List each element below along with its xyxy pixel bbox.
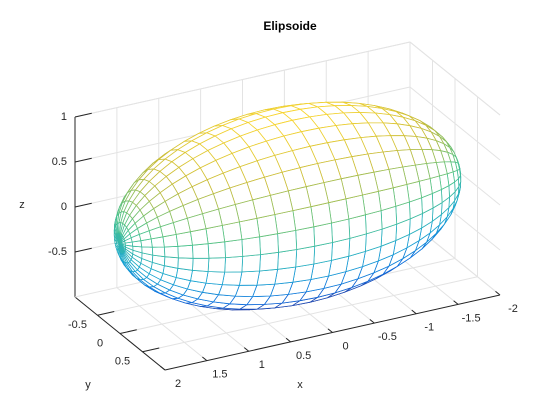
tick-mark: [202, 356, 208, 362]
x-tick-label: 0: [342, 340, 348, 352]
tick-mark: [327, 328, 333, 333]
grid-line: [409, 86, 501, 161]
tick-mark: [74, 202, 92, 208]
z-axis-label: z: [19, 199, 25, 211]
tick-mark: [453, 300, 459, 305]
y-tick-label: 0.5: [115, 356, 130, 368]
mesh-cell: [345, 194, 366, 220]
box-edge: [409, 41, 501, 116]
mesh-cell: [259, 233, 279, 256]
x-tick-label: 0.5: [296, 350, 311, 362]
z-tick-label: -0.5: [48, 246, 67, 258]
x-tick-label: -1: [424, 322, 434, 334]
mesh-cell: [192, 243, 210, 259]
tick-mark: [119, 329, 137, 334]
tick-mark: [495, 290, 501, 296]
mesh-cell: [190, 269, 209, 284]
tick-mark: [285, 337, 291, 343]
mesh-cell: [207, 241, 226, 259]
mesh-cell: [151, 246, 166, 258]
z-tick-label: 0: [61, 201, 67, 213]
x-tick-label: 1: [259, 359, 265, 371]
x-tick-label: -1.5: [462, 312, 481, 324]
tick-mark: [369, 319, 375, 324]
x-tick-label: -2: [508, 303, 518, 315]
x-tick-label: -0.5: [378, 331, 397, 343]
box-edge: [74, 41, 411, 118]
y-tick-label: -0.5: [68, 319, 87, 331]
tick-mark: [74, 247, 92, 253]
tick-mark: [411, 309, 417, 315]
z-tick-label: 0.5: [52, 156, 67, 168]
tick-mark: [142, 347, 160, 353]
mesh-cell: [238, 270, 261, 286]
tick-mark: [160, 365, 166, 371]
tick-mark: [243, 347, 250, 352]
x-axis-label: x: [297, 379, 303, 391]
mesh-cell: [362, 190, 382, 216]
mesh-cell: [328, 198, 350, 224]
chart-title: Elipsoide: [263, 19, 317, 33]
tick-mark: [97, 311, 115, 316]
x-tick-label: 1.5: [212, 369, 227, 381]
mesh-cell: [221, 271, 243, 286]
y-tick-label: 0: [97, 337, 103, 349]
x-tick-label: 2: [175, 378, 181, 390]
mesh-cell: [277, 249, 298, 270]
y-axis-label: y: [85, 379, 91, 391]
mesh-cell: [224, 255, 244, 273]
mesh-cell: [177, 257, 194, 271]
mesh-cell: [259, 251, 279, 272]
tick-mark: [74, 112, 92, 118]
mesh-cell: [186, 213, 207, 233]
mesh-cell: [224, 239, 244, 259]
mesh-cell: [205, 271, 226, 286]
mesh-cell: [256, 268, 279, 286]
mesh-cell: [163, 245, 179, 259]
mesh-cell: [277, 229, 298, 253]
mesh-cell: [241, 236, 261, 257]
mesh-cell: [177, 244, 194, 259]
z-tick-label: 1: [61, 111, 67, 123]
mesh-cell: [192, 257, 210, 272]
mesh-cell: [241, 254, 261, 273]
tick-mark: [74, 157, 92, 163]
mesh-cell: [207, 257, 226, 273]
grid-line: [142, 276, 478, 353]
